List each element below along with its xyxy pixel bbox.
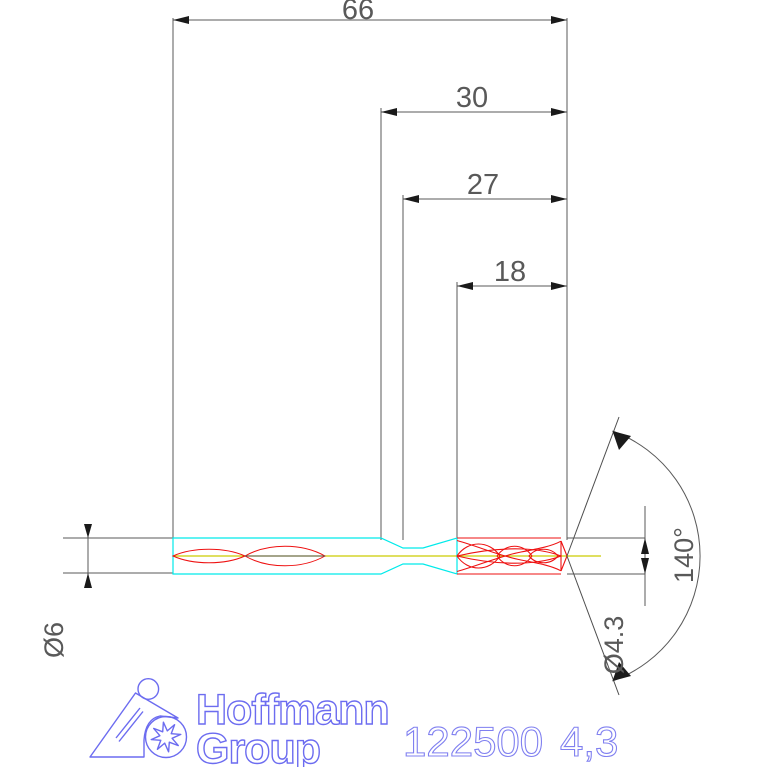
svg-text:Ø4.3: Ø4.3 [599,616,629,675]
svg-text:140°: 140° [669,527,699,583]
svg-text:Ø6: Ø6 [39,622,69,658]
svg-text:30: 30 [456,82,488,114]
svg-text:18: 18 [494,256,526,288]
svg-text:66: 66 [342,0,374,26]
svg-text:Group: Group [196,725,320,767]
svg-text:27: 27 [467,169,499,201]
svg-text:122500 4,3: 122500 4,3 [403,718,618,765]
